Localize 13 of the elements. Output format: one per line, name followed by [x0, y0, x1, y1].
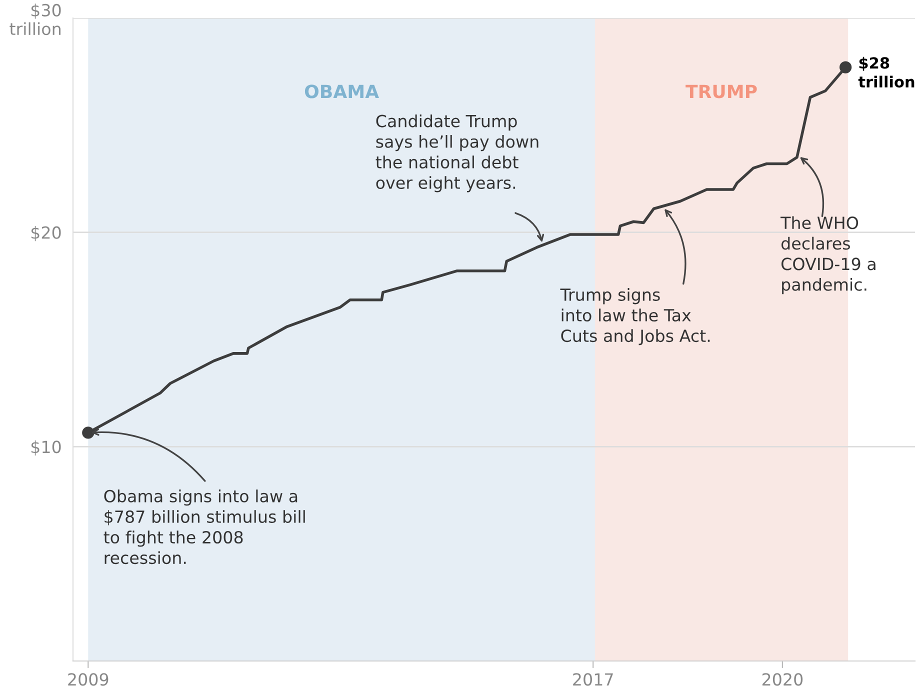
annotation: Obama signs into law a $787 billion stimulus bill to fight the 2008 recession.	[104, 490, 305, 564]
x-tick-label: 2017	[573, 673, 613, 686]
annotation: Trump signs into law the Tax Cuts and Jobs Act.	[560, 288, 710, 346]
annotation: The WHO declares COVID-19 a pandemic.	[780, 216, 876, 294]
band-label: TRUMP	[686, 84, 757, 98]
annotation: Candidate Trump says he’ll pay down the national debt over eight years.	[376, 114, 538, 192]
y-tick-label: $10	[31, 440, 61, 456]
band-label: OBAMA	[304, 84, 379, 98]
x-tick-label: 2009	[68, 673, 108, 686]
annotation: $28 trillion	[858, 56, 914, 88]
y-tick-label: $20	[31, 226, 61, 242]
y-tick-label: $30 trillion	[10, 4, 61, 36]
x-tick-label: 2020	[762, 673, 803, 686]
